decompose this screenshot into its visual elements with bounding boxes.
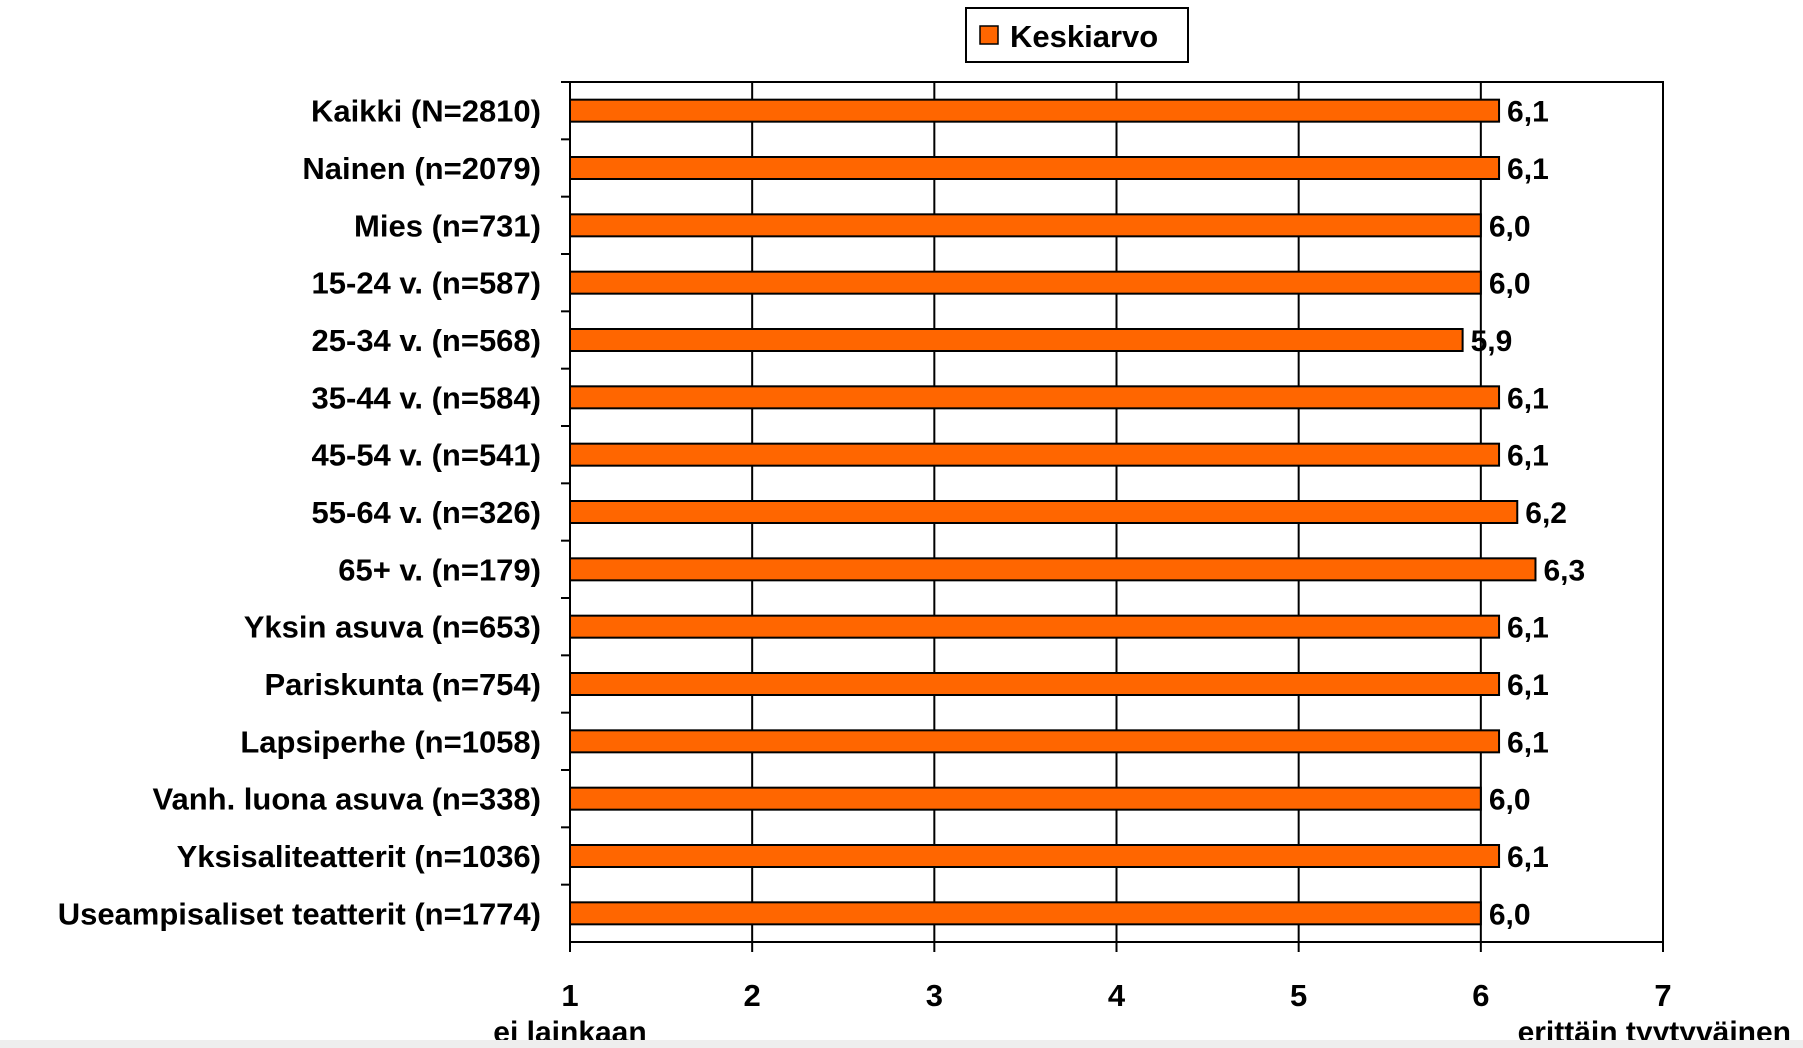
bar (569, 442, 1501, 467)
x-tick-label: 5 (1290, 978, 1307, 1013)
category-label: Yksin asuva (n=653) (244, 610, 541, 645)
value-label: 6,0 (1489, 210, 1531, 243)
category-label: Nainen (n=2079) (302, 151, 541, 186)
category-label: 15-24 v. (n=587) (312, 266, 541, 301)
x-tick-label: 7 (1654, 978, 1671, 1013)
bar (569, 901, 1482, 926)
bars (569, 98, 1537, 926)
category-label: Mies (n=731) (354, 208, 541, 243)
value-label: 6,3 (1543, 554, 1585, 587)
value-label: 6,1 (1507, 841, 1549, 874)
bar (569, 729, 1501, 754)
bar (569, 156, 1501, 180)
bar (569, 786, 1482, 811)
bar (569, 672, 1501, 696)
category-label: 65+ v. (n=179) (338, 552, 541, 587)
category-label: Lapsiperhe (n=1058) (240, 724, 541, 759)
category-label: 55-64 v. (n=326) (312, 495, 541, 530)
category-label: Yksisaliteatterit (n=1036) (177, 839, 541, 874)
value-label: 6,1 (1507, 726, 1549, 759)
value-label: 6,2 (1525, 497, 1567, 530)
value-label: 6,1 (1507, 153, 1549, 186)
value-label: 6,1 (1507, 440, 1549, 473)
legend: Keskiarvo (965, 7, 1189, 63)
bar (569, 328, 1464, 352)
bottom-strip (0, 1040, 1803, 1048)
category-label: 45-54 v. (n=541) (312, 438, 541, 473)
bar (569, 213, 1482, 238)
legend-box (965, 7, 1189, 63)
x-tick-label: 1 (561, 978, 578, 1013)
value-label: 6,0 (1489, 784, 1531, 817)
x-tick-label: 2 (744, 978, 761, 1013)
category-label: Kaikki (N=2810) (311, 94, 541, 129)
bar (569, 500, 1519, 524)
bar (569, 385, 1501, 410)
bar (569, 844, 1501, 868)
x-tick-label: 6 (1472, 978, 1489, 1013)
bar (569, 98, 1501, 123)
category-label: 35-44 v. (n=584) (312, 380, 541, 415)
bar (569, 270, 1482, 295)
category-label: 25-34 v. (n=568) (312, 323, 541, 358)
category-label: Pariskunta (n=754) (264, 667, 541, 702)
value-label: 6,1 (1507, 669, 1549, 702)
legend-swatch (979, 25, 999, 45)
category-label: Useampisaliset teatterit (n=1774) (58, 896, 541, 931)
bar (569, 614, 1501, 639)
category-label: Vanh. luona asuva (n=338) (153, 782, 542, 817)
value-label: 6,0 (1489, 898, 1531, 931)
axes (561, 81, 1664, 952)
value-label: 5,9 (1471, 325, 1513, 358)
x-tick-label: 3 (926, 978, 943, 1013)
x-tick-label: 4 (1108, 978, 1126, 1013)
bar (569, 557, 1537, 582)
value-label: 6,1 (1507, 382, 1549, 415)
value-label: 6,1 (1507, 96, 1549, 129)
value-label: 6,0 (1489, 268, 1531, 301)
value-label: 6,1 (1507, 612, 1549, 645)
legend-label: Keskiarvo (1010, 19, 1158, 54)
